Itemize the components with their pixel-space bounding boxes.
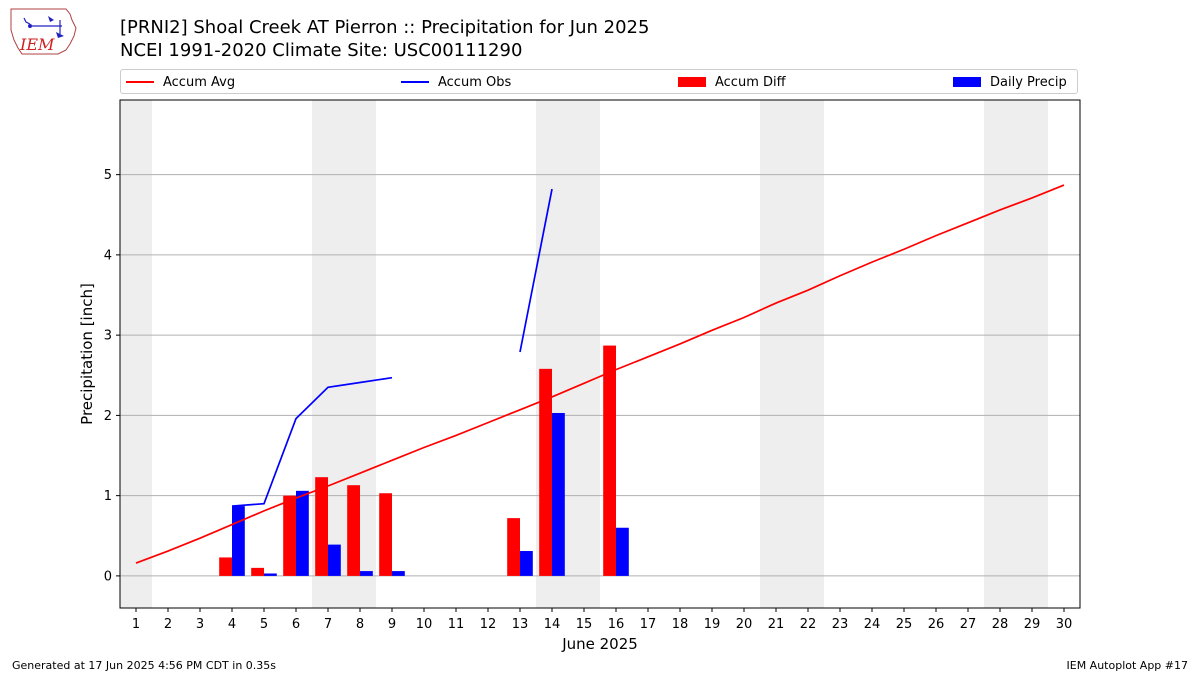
x-tick-label: 27 [960,617,977,632]
x-tick-label: 3 [196,617,204,632]
x-tick-label: 7 [324,617,332,632]
x-tick-label: 15 [576,617,593,632]
y-tick-label: 1 [104,489,112,504]
x-tick-label: 16 [608,617,625,632]
accum-diff-bar [283,495,296,576]
legend-swatch [678,77,706,87]
accum-diff-bar [315,477,328,576]
plot-frame [119,99,1081,609]
accum-diff-bar [347,485,360,576]
accum-diff-bar [539,368,552,576]
daily-precip-bar [232,506,245,576]
y-tick-label: 2 [104,409,112,424]
legend-label: Accum Obs [438,74,512,90]
legend-label: Accum Avg [163,74,236,90]
x-tick-label: 30 [1056,617,1073,632]
x-tick-label: 26 [928,617,945,632]
daily-precip-bar [392,571,405,576]
x-tick-label: 5 [260,617,268,632]
x-tick-label: 24 [864,617,881,632]
x-tick-label: 23 [832,617,849,632]
x-tick-label: 12 [480,617,497,632]
x-tick-label: 25 [896,617,913,632]
accum-diff-bar [603,345,616,576]
daily-precip-bar [264,573,277,576]
logo-text: IEM [19,35,55,54]
accum-diff-bar [379,493,392,576]
x-tick-label: 2 [164,617,172,632]
x-tick-label: 29 [1024,617,1041,632]
daily-precip-bar [360,571,373,576]
weekend-band [984,100,1048,608]
legend-item-accum-diff: Accum Diff [678,73,786,91]
x-tick-label: 6 [292,617,300,632]
x-tick-label: 20 [736,617,753,632]
daily-precip-bar [328,544,341,576]
weekend-band [120,100,152,608]
weekend-band [760,100,824,608]
x-tick-label: 18 [672,617,689,632]
y-tick-label: 4 [104,248,112,263]
x-tick-label: 10 [416,617,433,632]
y-axis-label: Precipitation [inch] [78,283,96,425]
legend-label: Daily Precip [990,74,1067,90]
accum-diff-bar [219,557,232,576]
daily-precip-bar [520,551,533,576]
legend-item-accum-avg: Accum Avg [126,73,235,91]
x-tick-label: 28 [992,617,1009,632]
legend-swatch [953,77,981,87]
x-tick-label: 11 [448,617,465,632]
accum-diff-bar [507,518,520,576]
legend-swatch [401,81,429,83]
legend-label: Accum Diff [715,74,786,90]
iem-logo: IEM [8,6,80,58]
accum-obs-line [519,188,553,353]
x-tick-label: 8 [356,617,364,632]
y-tick-label: 0 [104,569,112,584]
x-axis-label: June 2025 [561,635,638,653]
x-tick-label: 9 [388,617,396,632]
accum-diff-bar [251,567,264,576]
generated-note: Generated at 17 Jun 2025 4:56 PM CDT in … [12,659,277,672]
daily-precip-bar [296,490,309,576]
x-tick-label: 19 [704,617,721,632]
legend-swatch [126,81,154,83]
x-tick-label: 1 [132,617,140,632]
legend-item-daily-precip: Daily Precip [953,73,1067,91]
app-credit: IEM Autoplot App #17 [1066,659,1189,672]
x-tick-label: 14 [544,617,561,632]
y-tick-label: 3 [104,329,112,344]
x-tick-label: 4 [228,617,236,632]
daily-precip-bar [552,412,565,576]
chart-legend: Accum Avg Accum Obs Accum Diff Daily Pre… [120,69,1078,94]
x-tick-label: 13 [512,617,529,632]
accum-avg-line [135,184,1065,564]
accum-obs-line [231,376,393,507]
chart-title: [PRNI2] Shoal Creek AT Pierron :: Precip… [120,17,650,38]
legend-item-accum-obs: Accum Obs [401,73,511,91]
chart-subtitle: NCEI 1991-2020 Climate Site: USC00111290 [120,40,523,61]
x-tick-label: 22 [800,617,817,632]
x-tick-label: 21 [768,617,785,632]
y-tick-label: 5 [104,168,112,183]
daily-precip-bar [616,527,629,576]
x-tick-label: 17 [640,617,657,632]
